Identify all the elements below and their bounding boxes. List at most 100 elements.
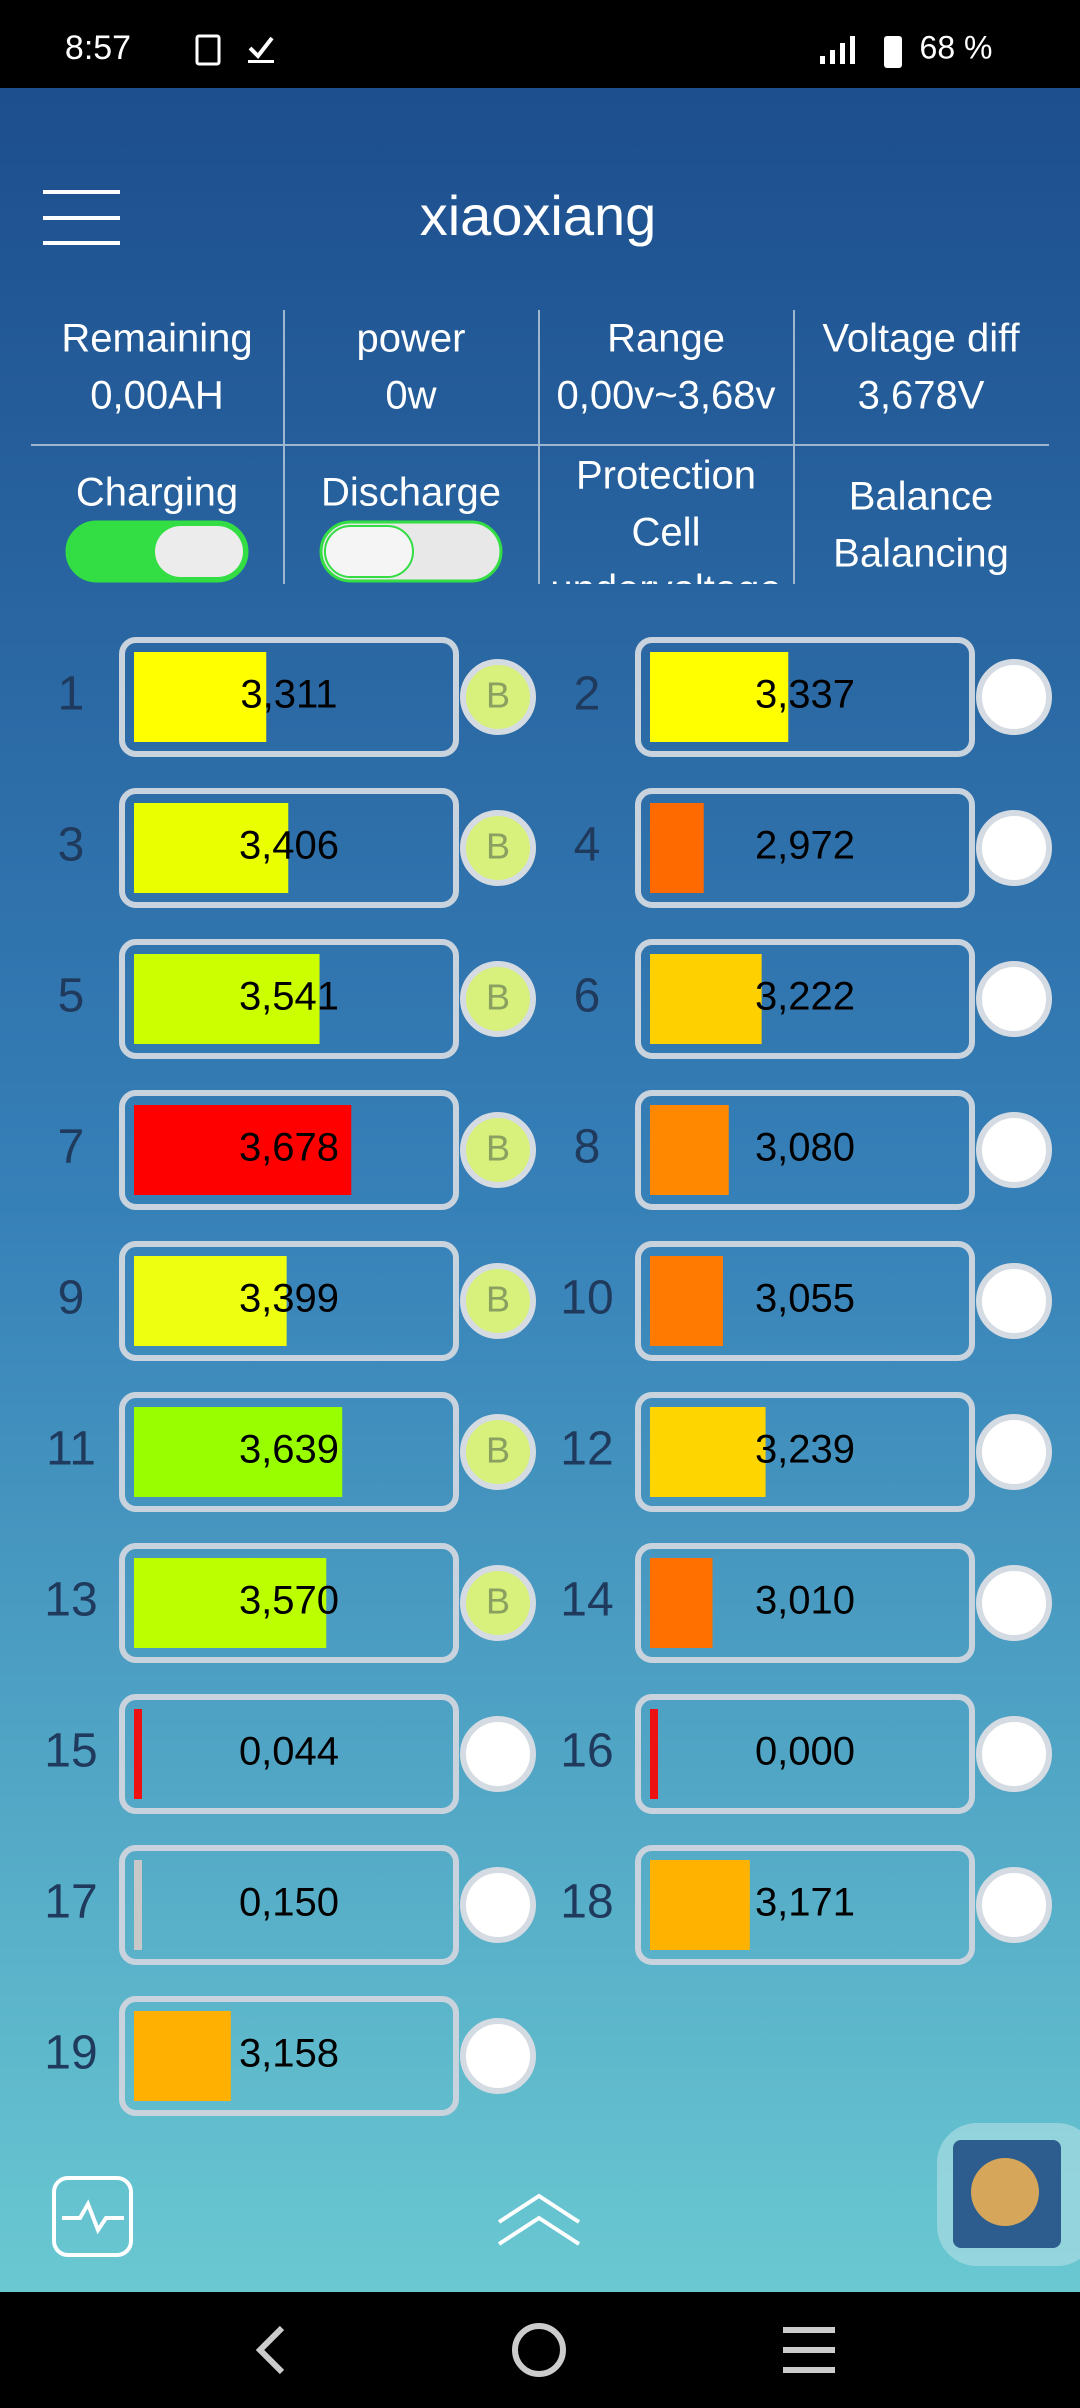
cell-voltage: 3,010 — [755, 1579, 855, 1623]
cell-frame — [635, 939, 975, 1059]
cell-voltage: 3,311 — [240, 673, 337, 717]
nav-buttons[interactable] — [255, 2323, 835, 2377]
cell-frame — [635, 1090, 975, 1210]
cell-frame — [635, 1543, 975, 1663]
cell-index: 17 — [44, 1876, 97, 1929]
cell-voltage: 3,399 — [239, 1277, 339, 1321]
widget-logo — [971, 2158, 1039, 2226]
status-text: Balance — [849, 475, 994, 519]
cell-index: 16 — [560, 1725, 613, 1778]
balance-flag: B — [486, 675, 510, 716]
summary-label: Range — [607, 317, 725, 361]
cell-level — [134, 1407, 343, 1497]
cell-voltage: 3,406 — [239, 824, 339, 868]
cell-index: 13 — [44, 1574, 97, 1627]
toggle-label: Charging — [76, 471, 238, 515]
status-bar — [0, 0, 1080, 88]
cell-level — [650, 652, 789, 742]
battery-level: 68 % — [920, 29, 993, 65]
cell-index: 1 — [58, 668, 85, 721]
balance-indicator — [460, 2018, 536, 2094]
title: xiaoxiang — [420, 184, 657, 247]
cell-frame — [119, 939, 459, 1059]
balance-indicator — [976, 1414, 1052, 1490]
cell-level — [134, 2011, 231, 2101]
clock: 8:57 — [65, 29, 131, 67]
summary-value: 0,00AH — [90, 374, 223, 418]
balance-flag: B — [486, 1430, 510, 1471]
cell-frame — [119, 1241, 459, 1361]
cell-level — [134, 954, 320, 1044]
nav-bar — [0, 2292, 1080, 2408]
cell-frame — [119, 1996, 459, 2116]
balance-flag: B — [486, 826, 510, 867]
cell-level — [134, 803, 289, 893]
cell-voltage: 3,239 — [755, 1428, 855, 1472]
balance-flag: B — [486, 1581, 510, 1622]
cell-frame — [119, 637, 459, 757]
status-text: Balancing — [833, 532, 1009, 576]
cell-level — [650, 803, 704, 893]
cell-voltage: 0,150 — [239, 1881, 339, 1925]
cell-frame — [635, 637, 975, 757]
cell-index: 6 — [574, 970, 601, 1023]
balance-indicator — [460, 1112, 536, 1188]
cell-frame — [635, 1845, 975, 1965]
cell-level — [134, 1558, 327, 1648]
balance-indicator — [460, 1716, 536, 1792]
cell-voltage: 2,972 — [755, 824, 855, 868]
pulse-icon — [62, 2199, 124, 2235]
cell-frame — [635, 1392, 975, 1512]
cell-level — [650, 1407, 766, 1497]
cell-index: 4 — [574, 819, 601, 872]
balance-indicator — [460, 1867, 536, 1943]
cell-level — [134, 652, 267, 742]
summary-label: Remaining — [61, 317, 252, 361]
cell-grid: 1 3,311 B 2 3,337 3 3,406 B 4 2,972 5 3,541 B 6 3,222 7… — [44, 637, 1052, 2116]
summary-label: Voltage diff — [822, 317, 1020, 361]
cell-frame — [119, 1392, 459, 1512]
balance-indicator — [976, 1867, 1052, 1943]
cell-index: 3 — [58, 819, 85, 872]
cell-voltage: 3,080 — [755, 1126, 855, 1170]
status-row: Charging Discharge Protection Cell undervolt… — [65, 454, 1009, 612]
summary-grid — [31, 310, 1049, 584]
balance-flag: B — [486, 977, 510, 1018]
cell-voltage: 3,222 — [755, 975, 855, 1019]
cell-frame — [635, 788, 975, 908]
status-text: Protection — [576, 454, 756, 498]
balance-indicator — [976, 1263, 1052, 1339]
summary-value: 0,00v~3,68v — [556, 374, 775, 418]
status-text: undervoltage — [550, 568, 781, 612]
cell-level — [134, 1105, 352, 1195]
cell-level — [650, 1105, 729, 1195]
cell-frame — [635, 1241, 975, 1361]
balance-indicator — [460, 659, 536, 735]
cell-level — [134, 1709, 142, 1799]
cell-index: 8 — [574, 1121, 601, 1174]
cell-frame — [119, 788, 459, 908]
balance-indicator — [460, 1565, 536, 1641]
balance-indicator — [976, 1565, 1052, 1641]
expand-button[interactable] — [497, 2193, 581, 2246]
cell-frame — [119, 1694, 459, 1814]
balance-indicator — [460, 1263, 536, 1339]
cell-index: 10 — [560, 1272, 613, 1325]
chart-button[interactable] — [52, 2176, 133, 2257]
cell-index: 19 — [44, 2027, 97, 2080]
cell-voltage: 3,678 — [239, 1126, 339, 1170]
cell-voltage: 3,570 — [239, 1579, 339, 1623]
balance-indicator — [976, 810, 1052, 886]
cell-index: 18 — [560, 1876, 613, 1929]
cell-index: 7 — [58, 1121, 85, 1174]
balance-indicator — [460, 810, 536, 886]
cell-level — [650, 1709, 658, 1799]
menu-button[interactable] — [43, 190, 120, 245]
balance-flag: B — [486, 1279, 510, 1320]
cell-level — [650, 954, 762, 1044]
cell-voltage: 0,044 — [239, 1730, 339, 1774]
balance-indicator — [460, 1414, 536, 1490]
cell-voltage: 3,541 — [239, 975, 339, 1019]
cell-index: 9 — [58, 1272, 85, 1325]
